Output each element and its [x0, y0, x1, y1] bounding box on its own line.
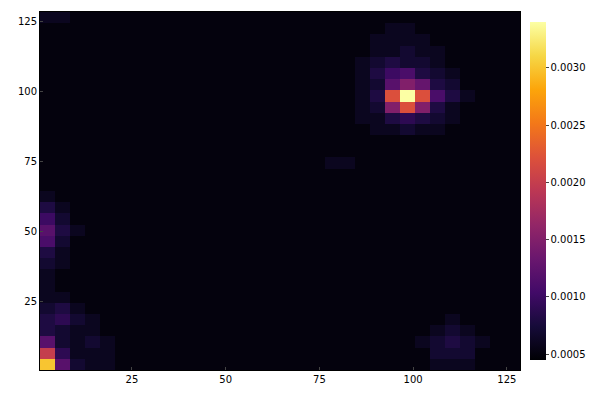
svg-text:0.0030: 0.0030 [551, 62, 586, 73]
svg-text:0.0020: 0.0020 [551, 177, 586, 188]
svg-text:0.0010: 0.0010 [551, 291, 586, 302]
svg-text:125: 125 [18, 16, 37, 27]
svg-text:100: 100 [18, 86, 37, 97]
svg-text:25: 25 [24, 296, 37, 307]
svg-text:75: 75 [24, 156, 37, 167]
svg-text:25: 25 [126, 374, 139, 385]
svg-text:0.0025: 0.0025 [551, 120, 586, 131]
svg-text:100: 100 [404, 374, 423, 385]
svg-text:50: 50 [219, 374, 232, 385]
svg-text:0.0015: 0.0015 [551, 234, 586, 245]
svg-text:0.0005: 0.0005 [551, 349, 586, 360]
svg-text:125: 125 [497, 374, 516, 385]
svg-text:75: 75 [313, 374, 326, 385]
svg-text:50: 50 [24, 226, 37, 237]
